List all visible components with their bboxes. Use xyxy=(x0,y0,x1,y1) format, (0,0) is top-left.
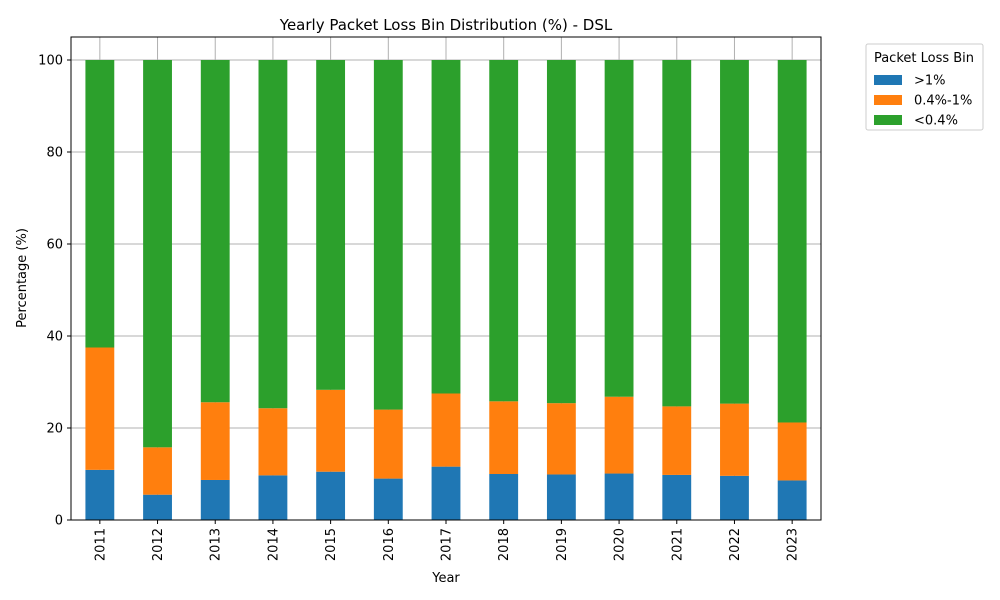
y-tick-label: 0 xyxy=(55,514,63,529)
bars xyxy=(85,60,807,520)
legend-swatch xyxy=(874,95,902,105)
bar-segment xyxy=(777,422,807,481)
bar-segment xyxy=(258,60,288,409)
x-tick-label: 2015 xyxy=(324,528,339,561)
bar-segment xyxy=(316,389,346,472)
x-tick-label: 2019 xyxy=(555,528,570,561)
bar-segment xyxy=(662,60,692,407)
y-axis-label: Percentage (%) xyxy=(15,228,30,328)
bar-segment xyxy=(200,60,230,403)
x-tick-label: 2023 xyxy=(786,528,801,561)
bar-segment xyxy=(604,60,634,397)
y-tick-label: 80 xyxy=(46,146,63,161)
x-axis: 2011 2012 2013 2014 2015 2016 2017 2018 2019 2020… xyxy=(93,520,801,561)
bar-segment xyxy=(258,475,288,520)
bar-segment xyxy=(373,478,403,520)
y-tick-label: 100 xyxy=(38,54,63,69)
bar-segment xyxy=(431,393,461,467)
bar-segment xyxy=(662,406,692,475)
x-tick-label: 2011 xyxy=(93,528,108,561)
chart-title: Yearly Packet Loss Bin Distribution (%) … xyxy=(279,16,613,34)
legend-label: <0.4% xyxy=(914,114,958,129)
bar-segment xyxy=(85,347,115,470)
x-tick-label: 2016 xyxy=(382,528,397,561)
legend-frame xyxy=(865,43,984,131)
bar-segment xyxy=(546,60,576,404)
legend: Packet Loss Bin >1% 0.4%-1% <0.4% xyxy=(865,43,984,131)
bar-segment xyxy=(720,60,749,404)
legend-swatch xyxy=(874,115,902,125)
x-tick-label: 2018 xyxy=(497,528,512,561)
bar-segment xyxy=(720,403,749,476)
bar-segment xyxy=(143,494,172,520)
x-tick-label: 2017 xyxy=(440,528,455,561)
y-tick-label: 20 xyxy=(46,422,63,437)
bar-segment xyxy=(720,475,749,520)
legend-label: >1% xyxy=(914,74,946,89)
bar-segment xyxy=(143,60,172,448)
bar-segment xyxy=(431,466,461,520)
y-tick-label: 40 xyxy=(46,330,63,345)
bar-segment xyxy=(777,60,807,423)
x-tick-label: 2022 xyxy=(728,528,743,561)
bar-segment xyxy=(489,474,519,520)
bar-segment xyxy=(546,403,576,475)
bar-segment xyxy=(316,60,346,390)
bar-segment xyxy=(200,479,230,520)
bar-segment xyxy=(662,474,692,520)
x-tick-label: 2021 xyxy=(670,528,685,561)
bar-segment xyxy=(489,60,519,402)
y-tick-label: 60 xyxy=(46,238,63,253)
legend-title: Packet Loss Bin xyxy=(874,51,974,66)
y-axis: 0 20 40 60 80 100 xyxy=(38,54,71,529)
bar-segment xyxy=(316,471,346,520)
bar-segment xyxy=(777,480,807,520)
bar-segment xyxy=(546,474,576,520)
bar-segment xyxy=(373,60,403,410)
bar-segment xyxy=(143,447,172,495)
bar-segment xyxy=(85,469,115,520)
x-tick-label: 2014 xyxy=(266,528,281,561)
bar-segment xyxy=(431,60,461,394)
bar-segment xyxy=(200,402,230,480)
legend-label: 0.4%-1% xyxy=(914,94,972,109)
bar-segment xyxy=(604,473,634,520)
x-tick-label: 2013 xyxy=(209,528,224,561)
legend-swatch xyxy=(874,75,902,85)
bar-segment xyxy=(85,60,115,348)
x-axis-label: Year xyxy=(431,571,460,586)
bar-segment xyxy=(258,408,288,476)
bar-segment xyxy=(373,409,403,479)
bar-segment xyxy=(489,401,519,474)
x-tick-label: 2012 xyxy=(151,528,166,561)
x-tick-label: 2020 xyxy=(613,528,628,561)
bar-segment xyxy=(604,396,634,474)
